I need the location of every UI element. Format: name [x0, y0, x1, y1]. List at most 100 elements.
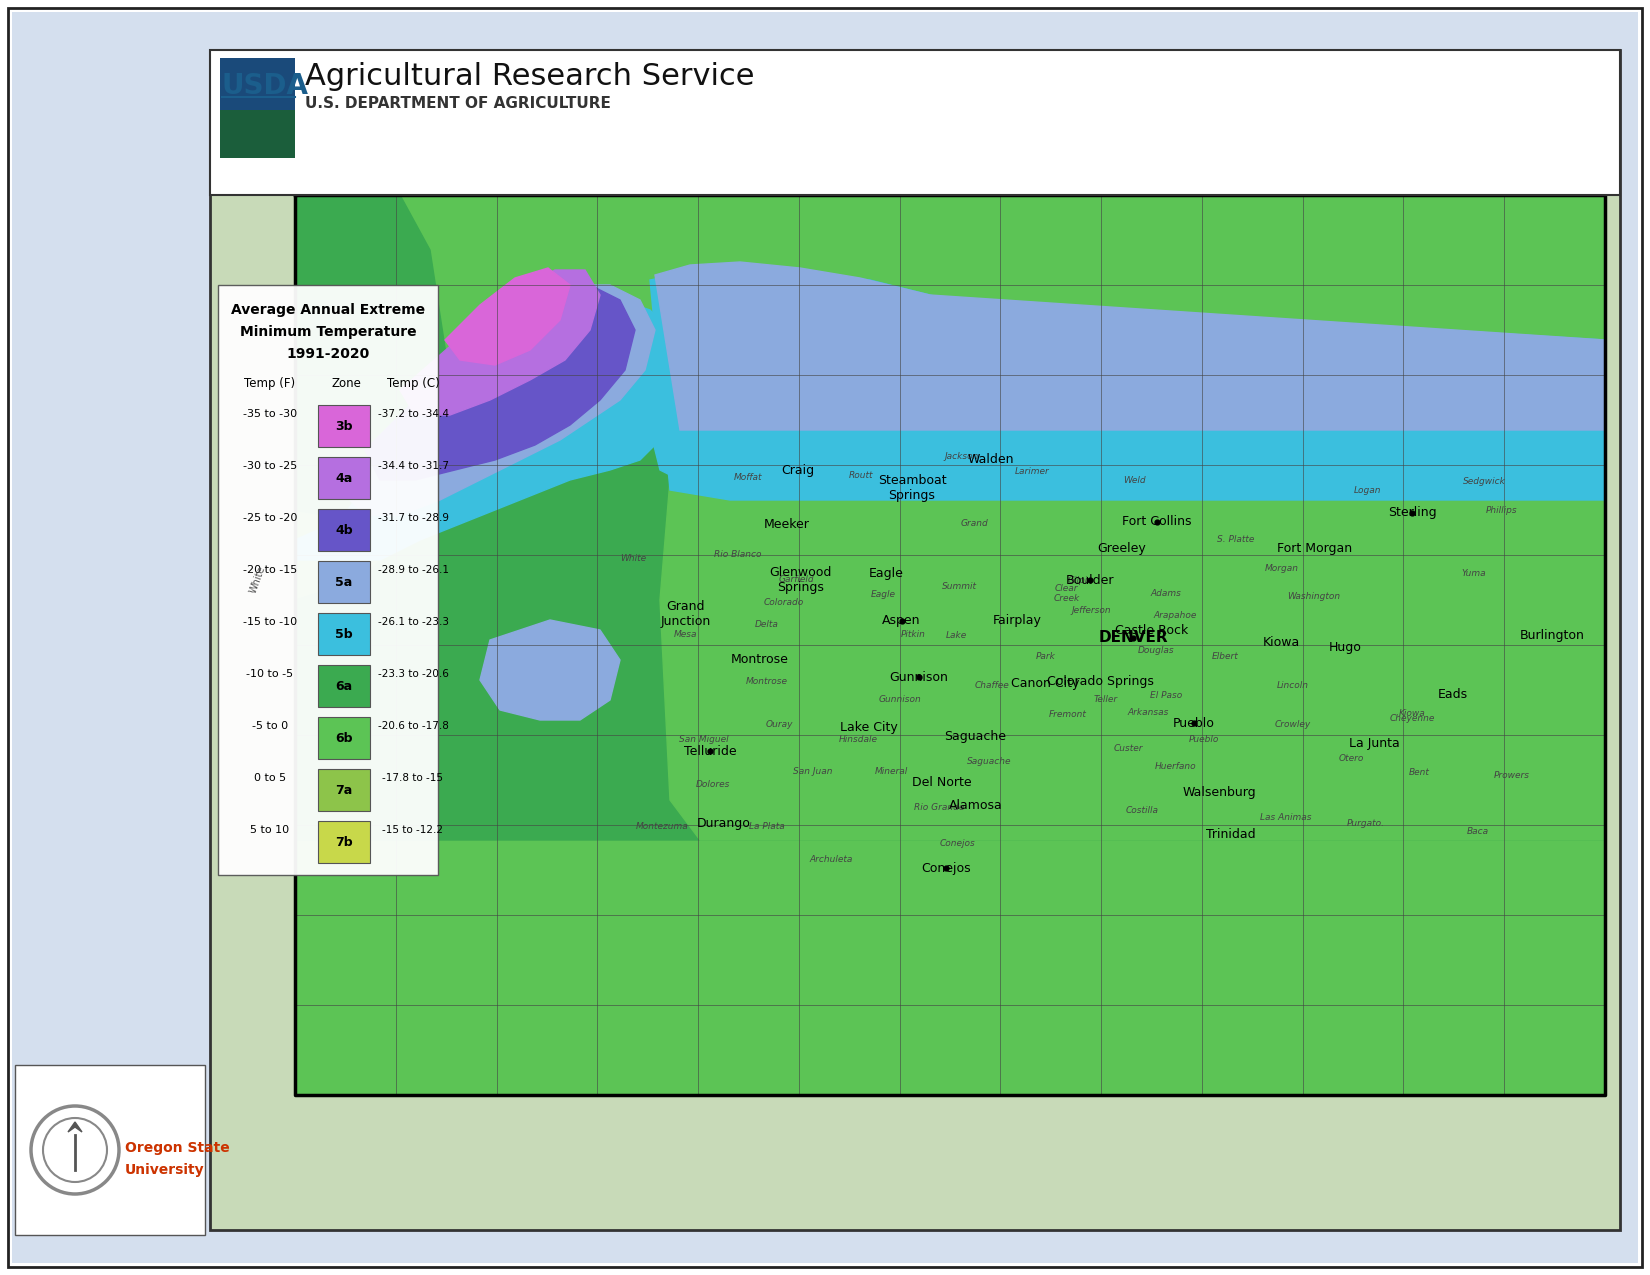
- Text: -15 to -12.2: -15 to -12.2: [383, 825, 444, 835]
- Polygon shape: [640, 360, 840, 490]
- Bar: [210, 50, 1620, 195]
- Text: -28.9 to -26.1: -28.9 to -26.1: [378, 565, 449, 575]
- Polygon shape: [660, 360, 1605, 840]
- Text: Craig: Craig: [782, 464, 815, 477]
- Text: -23.3 to -20.6: -23.3 to -20.6: [378, 669, 449, 680]
- Text: San Juan: San Juan: [792, 766, 832, 775]
- Polygon shape: [295, 900, 1605, 1095]
- Text: Fremont: Fremont: [1049, 710, 1087, 719]
- Bar: [318, 769, 370, 811]
- Text: Sterling: Sterling: [1388, 506, 1437, 519]
- Text: White: White: [620, 555, 647, 564]
- Text: Lake: Lake: [945, 631, 967, 640]
- Text: Average Annual Extreme: Average Annual Extreme: [231, 303, 426, 317]
- Bar: [318, 405, 370, 448]
- Text: Jefferson: Jefferson: [1071, 607, 1112, 616]
- Text: Morgan: Morgan: [1264, 564, 1299, 572]
- Text: -30 to -25: -30 to -25: [243, 462, 297, 470]
- Text: 7b: 7b: [335, 835, 353, 848]
- Text: -37.2 to -34.4: -37.2 to -34.4: [378, 409, 449, 419]
- Text: 3b: 3b: [335, 419, 353, 432]
- Polygon shape: [446, 268, 569, 365]
- Text: Meeker: Meeker: [764, 518, 808, 530]
- Text: Delta: Delta: [754, 620, 779, 629]
- Text: 4a: 4a: [335, 472, 353, 484]
- Text: Washington: Washington: [1287, 592, 1341, 601]
- Text: Minimum Temperature: Minimum Temperature: [239, 325, 416, 339]
- Bar: [219, 57, 295, 158]
- Bar: [15, 1065, 205, 1235]
- Bar: [318, 509, 370, 551]
- Text: White: White: [249, 565, 267, 595]
- Polygon shape: [655, 261, 1605, 430]
- Text: Saguache: Saguache: [967, 757, 1011, 766]
- Text: -34.4 to -31.7: -34.4 to -31.7: [378, 462, 449, 470]
- Polygon shape: [68, 1122, 82, 1132]
- Text: Kiowa: Kiowa: [1262, 636, 1300, 649]
- Polygon shape: [399, 270, 601, 414]
- Text: Jackson: Jackson: [944, 453, 978, 462]
- Text: Archuleta: Archuleta: [808, 854, 853, 863]
- Text: Baca: Baca: [1467, 826, 1488, 836]
- Text: -15 to -10: -15 to -10: [243, 617, 297, 627]
- Text: Oregon State: Oregon State: [125, 1141, 229, 1155]
- Text: Alamosa: Alamosa: [949, 798, 1003, 812]
- Polygon shape: [295, 195, 450, 520]
- Text: 5 to 10: 5 to 10: [251, 825, 289, 835]
- Text: Arkansas: Arkansas: [1127, 708, 1168, 717]
- Bar: [318, 821, 370, 863]
- Text: El Paso: El Paso: [1150, 691, 1183, 700]
- Bar: [295, 195, 1605, 1095]
- Text: Yuma: Yuma: [1462, 569, 1487, 578]
- Text: Montrose: Montrose: [746, 677, 787, 686]
- Text: Chaffee: Chaffee: [975, 681, 1010, 690]
- Text: Eagle: Eagle: [871, 590, 896, 599]
- Text: Teller: Teller: [1094, 695, 1119, 704]
- Text: Steamboat
Springs: Steamboat Springs: [878, 473, 947, 501]
- Text: Routt: Routt: [848, 472, 873, 481]
- Text: DENVER: DENVER: [1099, 630, 1168, 645]
- Text: Pitkin: Pitkin: [901, 630, 926, 639]
- Text: Agricultural Research Service: Agricultural Research Service: [305, 62, 754, 91]
- Text: Eads: Eads: [1439, 688, 1468, 701]
- Text: San Miguel: San Miguel: [678, 734, 729, 745]
- Text: Durango: Durango: [696, 817, 751, 830]
- Text: Adams: Adams: [1150, 589, 1181, 598]
- Text: Clear
Creek: Clear Creek: [1053, 584, 1079, 603]
- Text: Sedgwick: Sedgwick: [1464, 477, 1506, 486]
- Text: Elbert: Elbert: [1211, 653, 1239, 662]
- Text: Rio Grande: Rio Grande: [914, 802, 965, 811]
- Text: 7a: 7a: [335, 784, 353, 797]
- Text: -10 to -5: -10 to -5: [246, 669, 294, 680]
- Bar: [210, 50, 1620, 1230]
- Text: 0 to 5: 0 to 5: [254, 773, 285, 783]
- Text: Crowley: Crowley: [1275, 719, 1312, 729]
- Text: Douglas: Douglas: [1137, 646, 1175, 655]
- Text: University: University: [125, 1163, 205, 1177]
- Text: Boulder: Boulder: [1066, 574, 1114, 586]
- Text: Gunnison: Gunnison: [889, 671, 949, 683]
- Text: Burlington: Burlington: [1520, 630, 1586, 643]
- Text: Las Animas: Las Animas: [1259, 813, 1312, 822]
- Text: La Junta: La Junta: [1350, 737, 1399, 751]
- Text: Fort Collins: Fort Collins: [1122, 515, 1191, 528]
- Text: Huerfano: Huerfano: [1155, 762, 1196, 771]
- Text: Prowers: Prowers: [1493, 771, 1530, 780]
- Text: Colorado: Colorado: [764, 598, 804, 607]
- Bar: [318, 561, 370, 603]
- Text: Walsenburg: Walsenburg: [1183, 787, 1257, 799]
- Text: Pueblo: Pueblo: [1190, 734, 1219, 745]
- Text: -5 to 0: -5 to 0: [252, 720, 289, 731]
- Text: Weld: Weld: [1124, 476, 1147, 484]
- Text: Del Norte: Del Norte: [912, 776, 972, 789]
- Text: Telluride: Telluride: [685, 745, 736, 757]
- Text: Glenwood
Springs: Glenwood Springs: [769, 566, 832, 594]
- Text: Dolores: Dolores: [696, 780, 729, 789]
- Text: S. Platte: S. Platte: [1218, 536, 1254, 544]
- Text: Garfield: Garfield: [779, 575, 815, 584]
- Text: La Plata: La Plata: [749, 822, 784, 831]
- Text: Canon City: Canon City: [1011, 677, 1079, 690]
- Text: Bent: Bent: [1409, 769, 1429, 778]
- Text: 1991-2020: 1991-2020: [287, 347, 370, 361]
- Text: Summit: Summit: [942, 581, 977, 592]
